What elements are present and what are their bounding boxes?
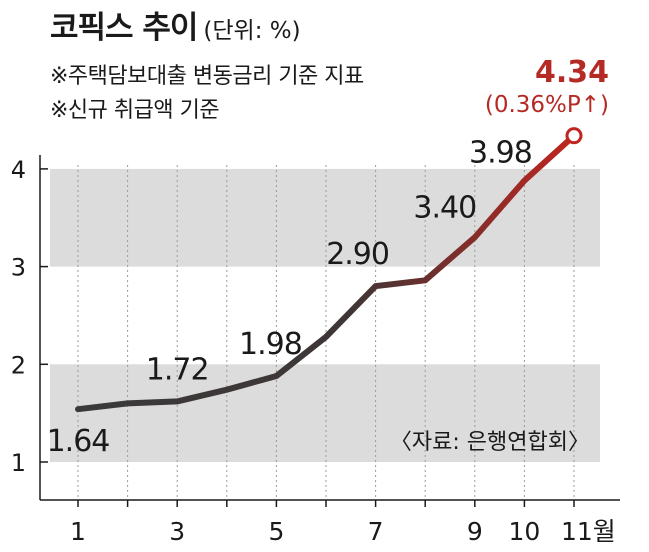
shaded-bands [50,168,600,462]
x-tick-label-3: 3 [169,517,185,546]
latest-change: (0.36%P↑) [484,92,609,118]
data-points [565,127,583,145]
data-label-10: 3.98 [469,136,532,171]
note-basis: ※주택담보대출 변동금리 기준 지표 [50,64,364,89]
x-tick-label-7: 7 [368,517,384,546]
note-new-amount: ※신규 취급액 기준 [50,98,220,123]
x-tick-label-10: 10 [508,517,540,546]
latest-value-callout: 4.34 (0.36%P↑) [485,56,609,120]
data-label-7: 2.90 [326,237,389,272]
data-label-1: 1.64 [47,424,110,459]
y-tick-label-2: 2 [11,351,26,379]
source-label: 〈자료: 은행연합회〉 [390,430,590,455]
latest-point-marker [565,127,583,145]
data-label-3: 1.72 [146,352,209,387]
x-tick-label-5: 5 [268,517,284,546]
shaded-band-1 [50,364,600,462]
x-tick-label-1: 1 [70,517,86,546]
series-line [75,132,577,413]
x-tick-labels: 1 3 5 7 9 10 11월 [70,517,616,546]
y-tick-label-1: 1 [11,449,26,477]
data-labels: 1.64 1.72 1.98 2.90 3.40 3.98 [47,136,533,460]
data-label-9: 3.40 [413,190,476,225]
y-tick-labels: 1 2 3 4 [11,156,26,477]
data-label-5: 1.98 [239,327,302,362]
y-tick-label-4: 4 [11,156,26,184]
chart-header: 코픽스 추이 (단위: %) [50,2,301,47]
y-tick-label-3: 3 [11,254,26,282]
shaded-band-2 [50,168,600,267]
axes [39,155,620,507]
latest-value: 4.34 [534,55,609,90]
unit-label: (단위: %) [203,18,301,44]
x-tick-label-11: 11월 [561,517,616,546]
chart-title: 코픽스 추이 [50,10,198,46]
x-tick-label-9: 9 [467,517,483,546]
vertical-gridlines [77,165,575,500]
